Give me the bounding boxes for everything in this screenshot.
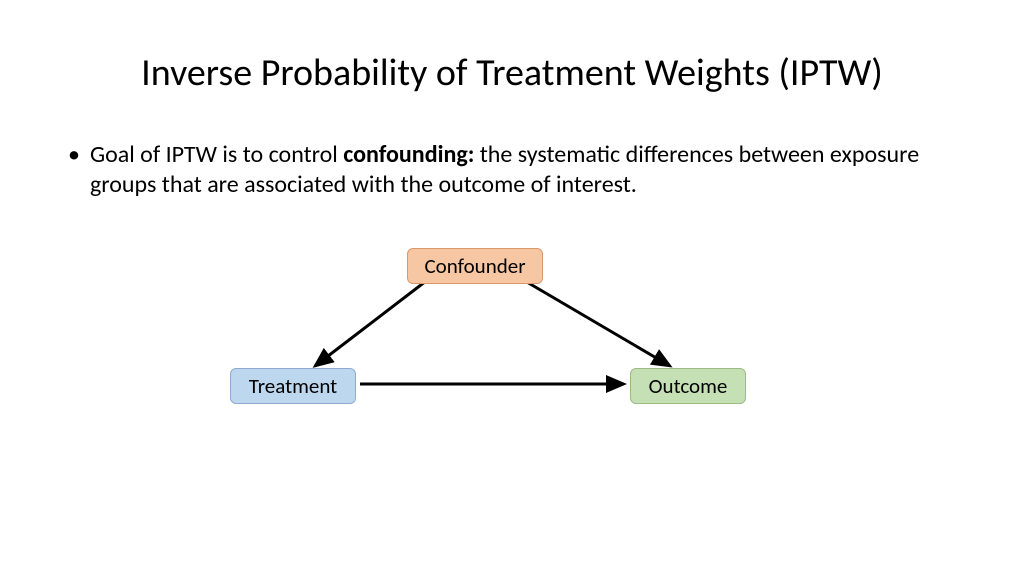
bullet-marker: • bbox=[68, 140, 80, 200]
bullet-prefix: Goal of IPTW is to control bbox=[90, 140, 343, 169]
bullet-item: • Goal of IPTW is to control confounding… bbox=[68, 140, 958, 200]
edge-confounder-to-treatment bbox=[315, 278, 430, 366]
edge-confounder-to-outcome bbox=[520, 278, 670, 366]
bullet-bold: confounding: bbox=[343, 140, 474, 169]
node-treatment: Treatment bbox=[230, 368, 356, 404]
confounding-diagram: Confounder Treatment Outcome bbox=[200, 248, 824, 448]
page-title: Inverse Probability of Treatment Weights… bbox=[0, 50, 1024, 96]
bullet-text: Goal of IPTW is to control confounding: … bbox=[90, 140, 958, 200]
node-outcome: Outcome bbox=[630, 368, 746, 404]
node-confounder: Confounder bbox=[407, 248, 543, 284]
